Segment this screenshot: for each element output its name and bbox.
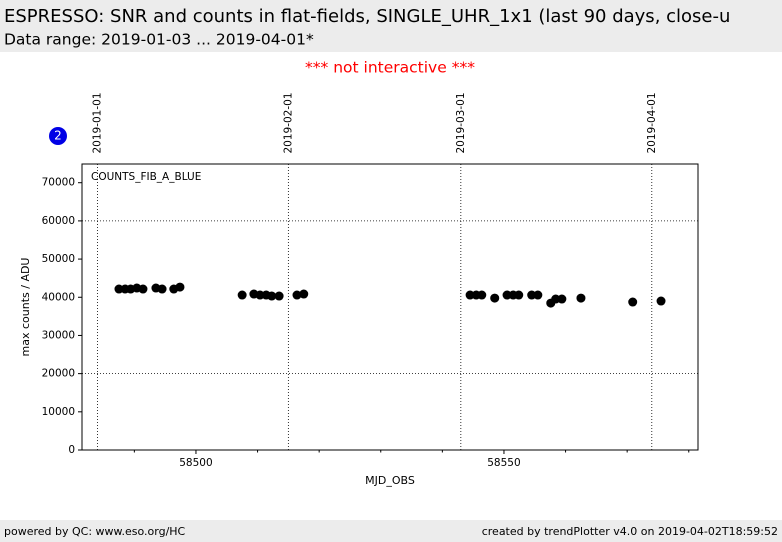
data-point <box>477 290 487 300</box>
data-point <box>551 294 561 304</box>
data-point <box>533 290 543 300</box>
title: ESPRESSO: SNR and counts in flat-fields,… <box>4 6 730 27</box>
y-tick-label: 0 <box>68 444 75 456</box>
x-tick-label: 58500 <box>179 457 212 469</box>
data-point <box>157 284 167 294</box>
footer-band <box>0 520 782 542</box>
date-marker-label: 2019-01-01 <box>91 92 103 153</box>
header-band <box>0 0 782 52</box>
badge: 2 <box>54 129 62 143</box>
y-tick-label: 70000 <box>42 177 75 189</box>
data-point <box>576 293 586 303</box>
x-tick-label: 58550 <box>487 457 520 469</box>
data-point <box>138 284 148 294</box>
y-tick-label: 30000 <box>42 329 75 341</box>
data-point <box>292 290 302 300</box>
badge-circle <box>49 127 67 145</box>
data-point <box>114 284 124 294</box>
data-point <box>656 296 666 306</box>
footer-left: powered by QC: www.eso.org/HC <box>4 525 186 538</box>
data-point <box>267 291 277 301</box>
data-point <box>237 290 247 300</box>
y-axis-label: max counts / ADU <box>19 258 32 357</box>
data-point <box>274 291 284 301</box>
x-axis-label: MJD_OBS <box>365 474 415 487</box>
data-point <box>628 297 638 307</box>
y-tick-label: 10000 <box>42 406 75 418</box>
notice: *** not interactive *** <box>305 59 475 77</box>
data-point <box>175 282 185 292</box>
data-point <box>514 290 524 300</box>
y-tick-label: 50000 <box>42 253 75 265</box>
data-point <box>465 290 475 300</box>
y-tick-label: 40000 <box>42 291 75 303</box>
date-marker-label: 2019-03-01 <box>455 92 467 153</box>
data-point <box>502 290 512 300</box>
y-tick-label: 60000 <box>42 215 75 227</box>
plot-frame <box>81 163 699 451</box>
data-point <box>299 289 309 299</box>
footer-right: created by trendPlotter v4.0 on 2019-04-… <box>482 525 778 538</box>
date-marker-label: 2019-02-01 <box>282 92 294 153</box>
data-point <box>557 294 567 304</box>
date-marker-label: 2019-04-01 <box>646 92 658 153</box>
y-tick-label: 20000 <box>42 368 75 380</box>
legend-label: COUNTS_FIB_A_BLUE <box>91 171 201 183</box>
subtitle: Data range: 2019-01-03 ... 2019-04-01* <box>4 31 314 49</box>
data-point <box>255 290 265 300</box>
data-point <box>527 290 537 300</box>
data-point <box>490 293 500 303</box>
